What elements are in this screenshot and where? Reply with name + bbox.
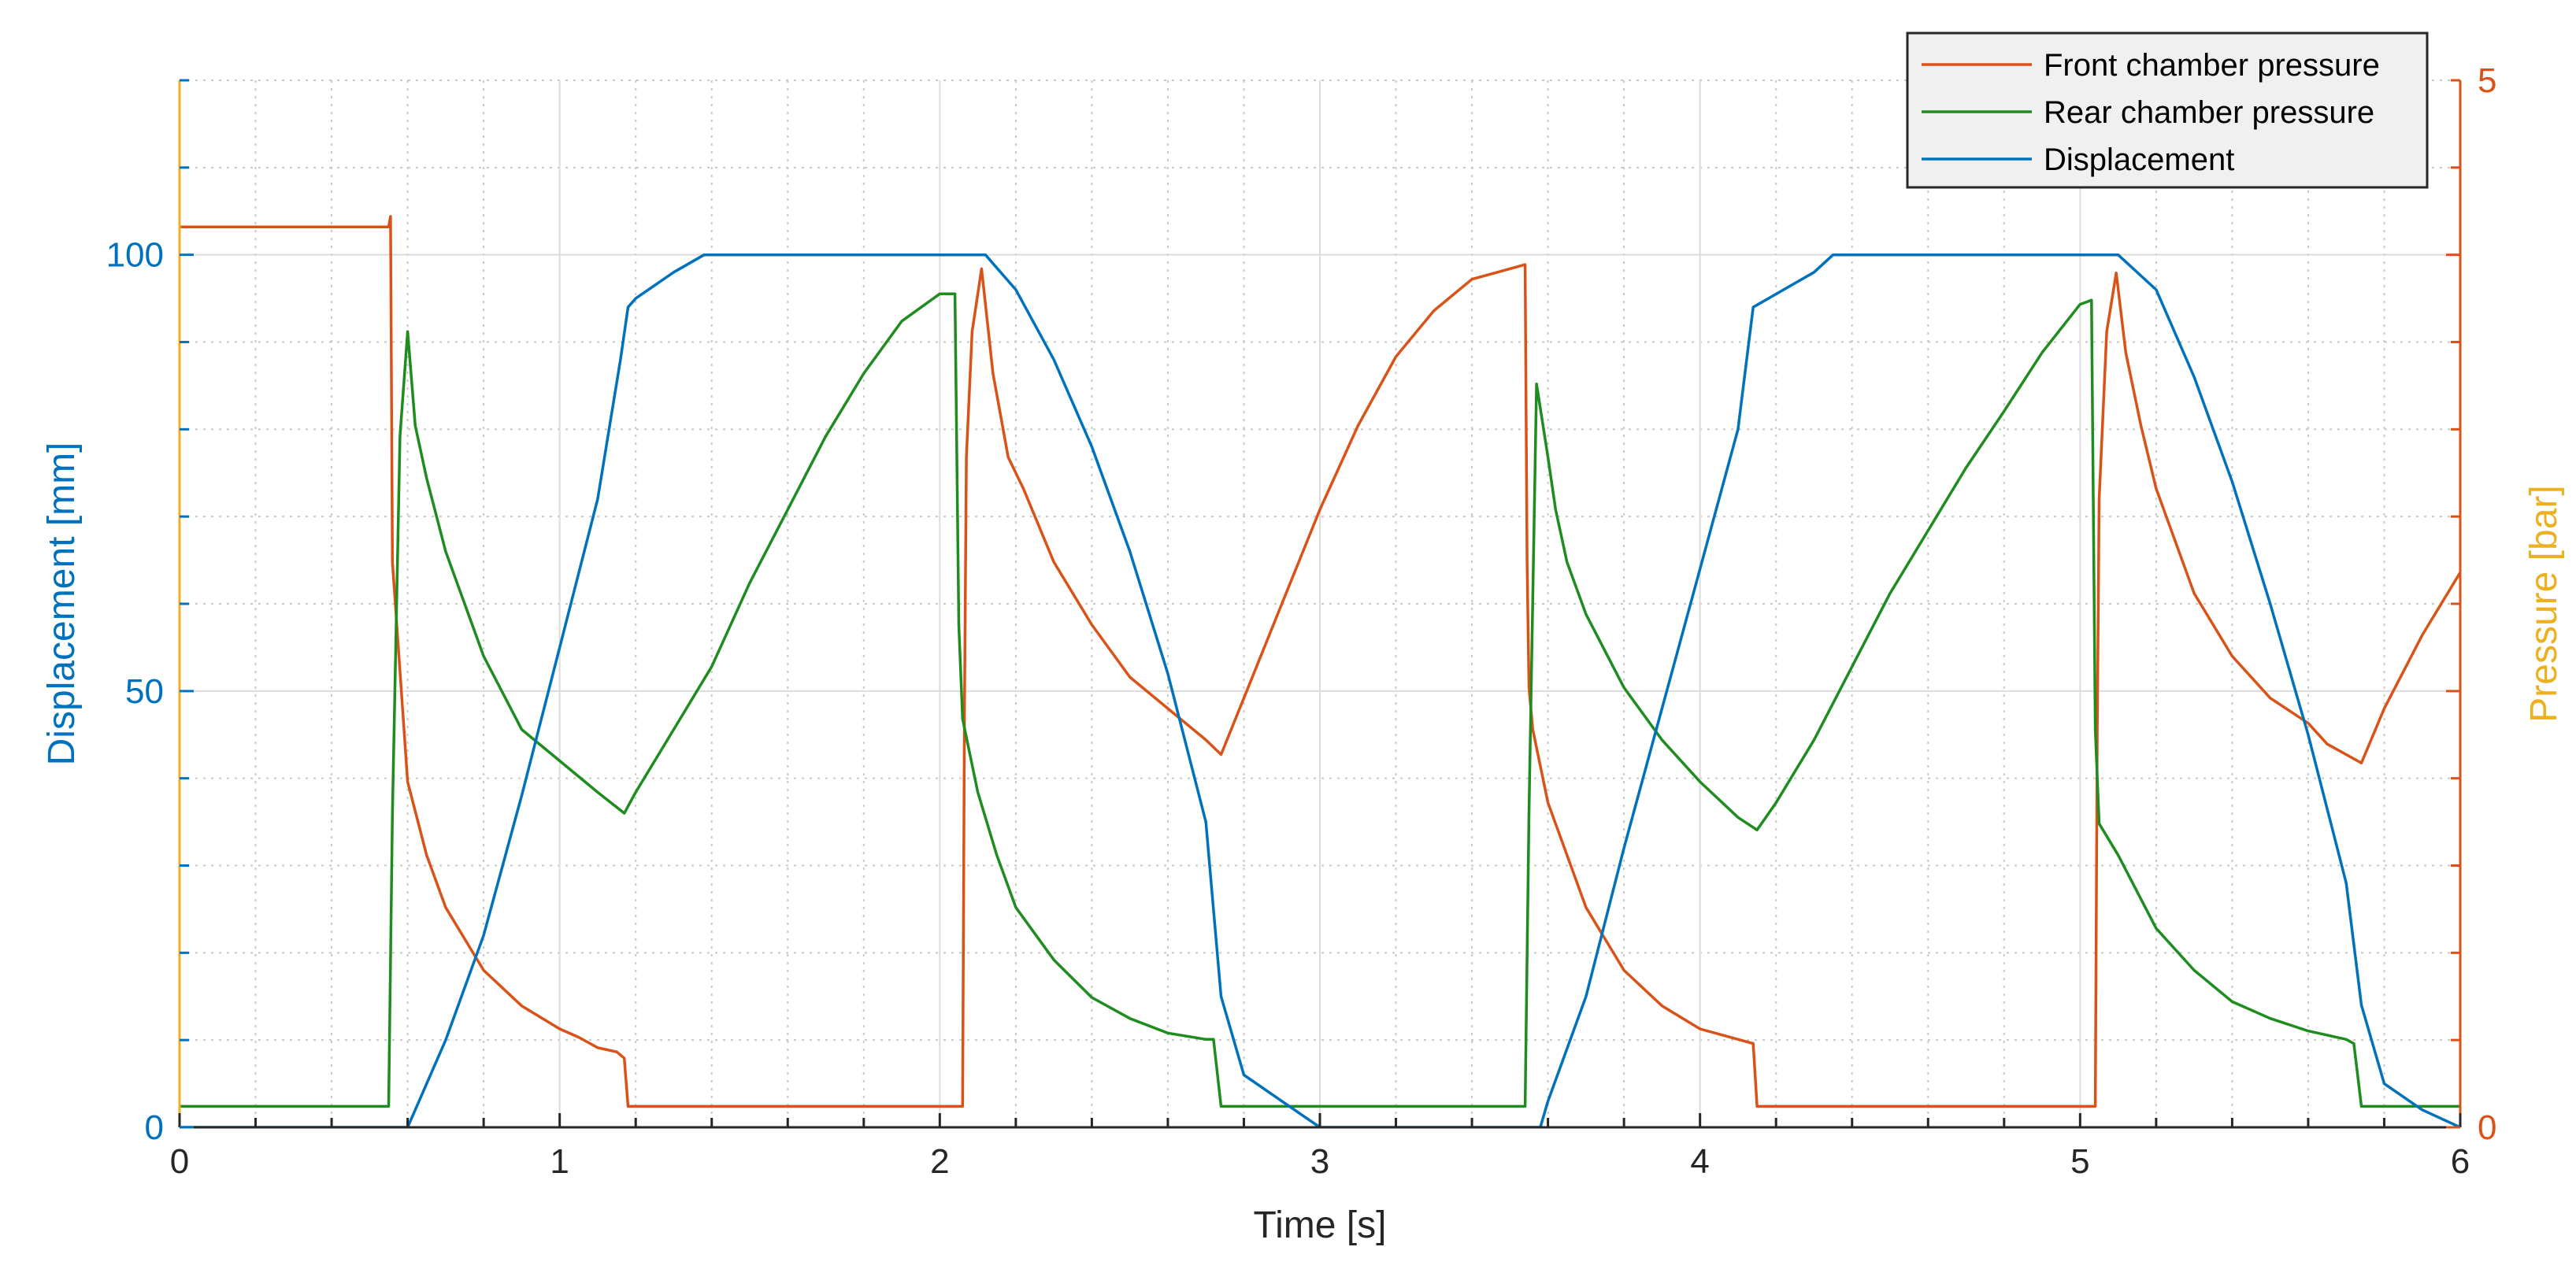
y-right-tick-label: 5 (2478, 61, 2496, 100)
y-right-tick-label: 0 (2478, 1108, 2496, 1147)
series-line-2 (180, 253, 2460, 1127)
legend-label-rear: Rear chamber pressure (2044, 95, 2374, 130)
x-tick-label: 6 (2451, 1142, 2470, 1181)
y-left-tick-label: 50 (125, 672, 164, 711)
legend-box (1906, 31, 2429, 189)
y-axis-left-label: Displacement [mm] (41, 442, 83, 766)
series-line-0 (180, 215, 2460, 1108)
x-tick-label: 5 (2070, 1142, 2089, 1181)
legend-label-front: Front chamber pressure (2044, 48, 2380, 83)
x-axis-label: Time [s] (1254, 1204, 1387, 1246)
series-layer (180, 215, 2460, 1127)
y-axis-right-label: Pressure [bar] (2523, 485, 2565, 722)
x-tick-label: 0 (170, 1142, 189, 1181)
x-tick-label: 3 (1310, 1142, 1329, 1181)
legend[interactable]: Front chamber pressure Rear chamber pres… (1906, 31, 2429, 189)
y-left-tick-label: 100 (106, 236, 164, 275)
x-tick-label: 2 (930, 1142, 949, 1181)
x-tick-label: 1 (550, 1142, 569, 1181)
series-line-1 (180, 292, 2460, 1108)
legend-label-displacement: Displacement (2044, 142, 2234, 177)
x-tick-label: 4 (1690, 1142, 1709, 1181)
y-left-tick-label: 0 (145, 1108, 164, 1147)
